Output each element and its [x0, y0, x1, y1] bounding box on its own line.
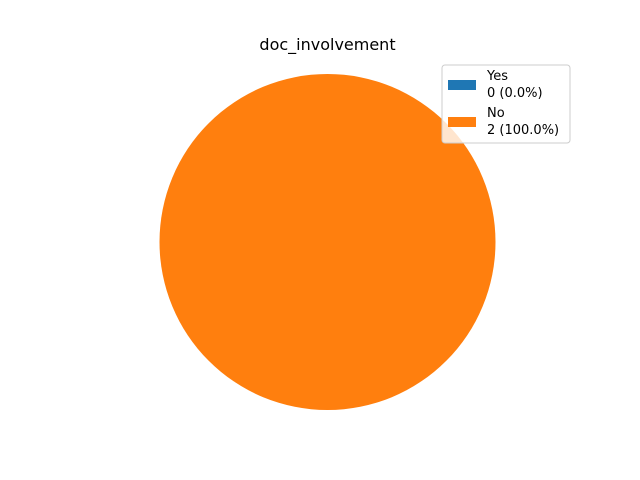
legend-swatch-no: [448, 117, 476, 127]
legend-swatch-yes: [448, 80, 476, 90]
pie-slices: [159, 74, 496, 410]
pie-slice-no: [159, 74, 496, 410]
legend-label-no: No: [487, 106, 505, 121]
legend-label-yes: Yes: [486, 69, 508, 84]
legend: Yes 0 (0.0%) No 2 (100.0%): [441, 64, 571, 144]
chart-title: doc_involvement: [259, 35, 395, 55]
legend-value-no: 2 (100.0%): [487, 123, 559, 138]
legend-value-yes: 0 (0.0%): [487, 86, 543, 101]
